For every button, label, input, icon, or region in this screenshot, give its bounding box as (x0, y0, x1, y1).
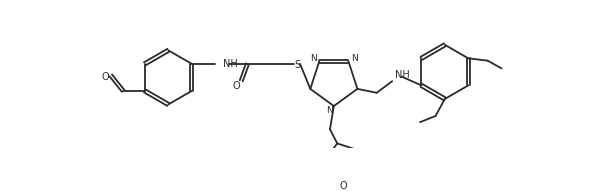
Text: O: O (102, 72, 109, 82)
Text: O: O (233, 81, 241, 91)
Text: O: O (340, 181, 347, 191)
Text: NH: NH (223, 59, 237, 69)
Text: S: S (294, 60, 300, 70)
Text: NH: NH (395, 70, 409, 80)
Text: N: N (326, 106, 332, 115)
Text: N: N (351, 54, 358, 63)
Text: N: N (310, 54, 316, 63)
